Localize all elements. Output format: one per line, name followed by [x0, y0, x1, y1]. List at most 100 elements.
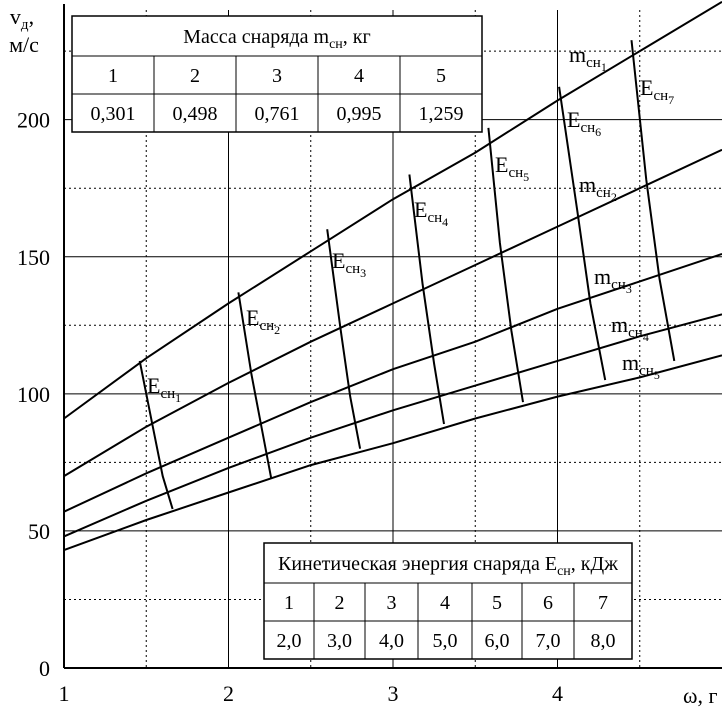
- energy-curve-label-2: Eсн2: [246, 305, 280, 337]
- energy-table-header-cell: 4: [440, 592, 450, 614]
- y-axis-label: vд,: [10, 4, 34, 33]
- mass-curve-label-2: mсн2: [579, 172, 617, 204]
- y-tick-label: 200: [17, 108, 50, 133]
- energy-table-header-cell: 7: [598, 592, 608, 614]
- mass-table: Масса снаряда mсн, кг 1 0,301 2 0,498 3 0,761 4…: [71, 15, 483, 133]
- mass-curve-label-5-main: m: [622, 350, 639, 375]
- energy-curve-label-1-sub: сн: [160, 386, 175, 402]
- mass-curve-4: [63, 313, 722, 538]
- energy-curve-5: [487, 127, 524, 403]
- mass-curve-label-4-sub: сн: [628, 325, 643, 341]
- mass-curve-label-3-index: 3: [626, 282, 632, 296]
- energy-table-header-cell: 6: [543, 592, 553, 614]
- energy-curve-4: [408, 174, 445, 425]
- y-tick-label: 150: [17, 245, 50, 270]
- energy-curve-label-6-index: 6: [595, 125, 601, 139]
- y-tick-label: 100: [17, 382, 50, 407]
- mass-curve-label-4: mсн4: [611, 312, 649, 344]
- energy-curve-label-7-main: E: [640, 75, 653, 100]
- mass-curve-label-5: mсн5: [622, 350, 660, 382]
- energy-table-value-cell: 6,0: [485, 630, 510, 652]
- energy-curve-label-2-sub: сн: [259, 318, 274, 334]
- energy-curve-label-2-index: 2: [274, 323, 280, 337]
- x-tick-label: 1: [59, 681, 70, 706]
- mass-table-value-cell: 1,259: [419, 103, 464, 125]
- energy-curve-label-1-main: E: [147, 373, 160, 398]
- mass-curve-label-2-sub: сн: [596, 185, 611, 201]
- energy-curve-label-6-sub: сн: [580, 120, 595, 136]
- energy-table-value-cell: 5,0: [433, 630, 458, 652]
- mass-curve-label-1: mсн1: [569, 42, 607, 74]
- energy-curve-label-7-index: 7: [668, 93, 674, 107]
- mass-curve-2: [63, 148, 722, 477]
- mass-table-title-sub: сн: [329, 37, 343, 52]
- mass-curve-label-3: mсн3: [594, 264, 632, 296]
- mass-curve-label-5-index: 5: [654, 368, 660, 382]
- energy-curve-label-5: Eсн5: [495, 152, 529, 184]
- energy-curve-1: [138, 360, 174, 510]
- mass-table-header-cell: 2: [190, 65, 200, 87]
- energy-curve-label-4: Eсн4: [414, 197, 448, 229]
- label-layer: mсн1mсн2mсн3mсн4mсн5Eсн1Eсн2Eсн3Eсн4Eсн5…: [147, 42, 674, 405]
- mass-table-border: [71, 15, 483, 133]
- energy-table-header-cell: 2: [335, 592, 345, 614]
- energy-table-value-cell: 2,0: [277, 630, 302, 652]
- energy-table-title-sub: сн: [557, 564, 571, 579]
- energy-curve-2: [237, 292, 273, 479]
- energy-curve-label-5-index: 5: [523, 170, 529, 184]
- energy-table-header-cell: 3: [387, 592, 397, 614]
- mass-curve-label-5-sub: сн: [639, 363, 654, 379]
- mass-table-title: Масса снаряда mсн, кг: [183, 26, 370, 52]
- x-tick-label: 4: [552, 681, 563, 706]
- energy-curve-label-6-main: E: [567, 107, 580, 132]
- energy-curve-7: [630, 40, 676, 362]
- energy-table-title: Кинетическая энергия снаряда Eсн, кДж: [278, 553, 618, 579]
- y-axis-label-sub: д: [21, 17, 29, 33]
- energy-curve-label-3-index: 3: [360, 266, 366, 280]
- energy-table-value-cell: 4,0: [379, 630, 404, 652]
- energy-table-title-suffix: , кДж: [571, 553, 618, 575]
- mass-curve-5: [63, 354, 722, 552]
- energy-curve-6: [558, 86, 607, 381]
- energy-curve-label-7: Eсн7: [640, 75, 674, 107]
- mass-curve-3: [63, 253, 722, 513]
- x-tick-label: 2: [223, 681, 234, 706]
- energy-curve-label-4-main: E: [414, 197, 427, 222]
- energy-curve-label-3: Eсн3: [332, 248, 366, 280]
- mass-curve-label-3-sub: сн: [611, 277, 626, 293]
- energy-table-value-cell: 3,0: [327, 630, 352, 652]
- mass-table-header-cell: 5: [436, 65, 446, 87]
- energy-curve-label-4-sub: сн: [427, 210, 442, 226]
- mass-table-value-cell: 0,995: [337, 103, 382, 125]
- energy-curve-label-1: Eсн1: [147, 373, 181, 405]
- energy-curve-label-5-sub: сн: [508, 165, 523, 181]
- energy-table-value-cell: 8,0: [591, 630, 616, 652]
- energy-curve-3: [326, 229, 362, 449]
- energy-curve-label-3-sub: сн: [345, 261, 360, 277]
- mass-curve-label-3-main: m: [594, 264, 611, 289]
- table-layer: Масса снаряда mсн, кг10,30120,49830,7614…: [71, 15, 633, 660]
- mass-curve-label-2-main: m: [579, 172, 596, 197]
- y-tick-label: 50: [28, 519, 50, 544]
- x-axis-label: ω, г: [683, 683, 718, 707]
- energy-curve-label-6: Eсн6: [567, 107, 601, 139]
- y-axis-label-suffix: ,: [29, 4, 35, 29]
- energy-curve-label-4-index: 4: [442, 215, 448, 229]
- mass-curve-label-1-index: 1: [601, 60, 607, 74]
- mass-table-value-cell: 0,761: [255, 103, 300, 125]
- energy-table-title-main: Кинетическая энергия снаряда E: [278, 553, 557, 575]
- curve-layer: [63, 0, 722, 552]
- x-tick-label: 3: [388, 681, 399, 706]
- energy-table-header-cell: 1: [284, 592, 294, 614]
- y-tick-label: 0: [39, 656, 50, 681]
- mass-curve-label-1-sub: сн: [586, 55, 601, 71]
- energy-table-border: [263, 542, 633, 660]
- mass-curve-label-4-main: m: [611, 312, 628, 337]
- y-axis-label-main: v: [10, 4, 21, 29]
- energy-curve-label-3-main: E: [332, 248, 345, 273]
- mass-curve-label-2-index: 2: [611, 190, 617, 204]
- energy-curve-label-1-index: 1: [175, 391, 181, 405]
